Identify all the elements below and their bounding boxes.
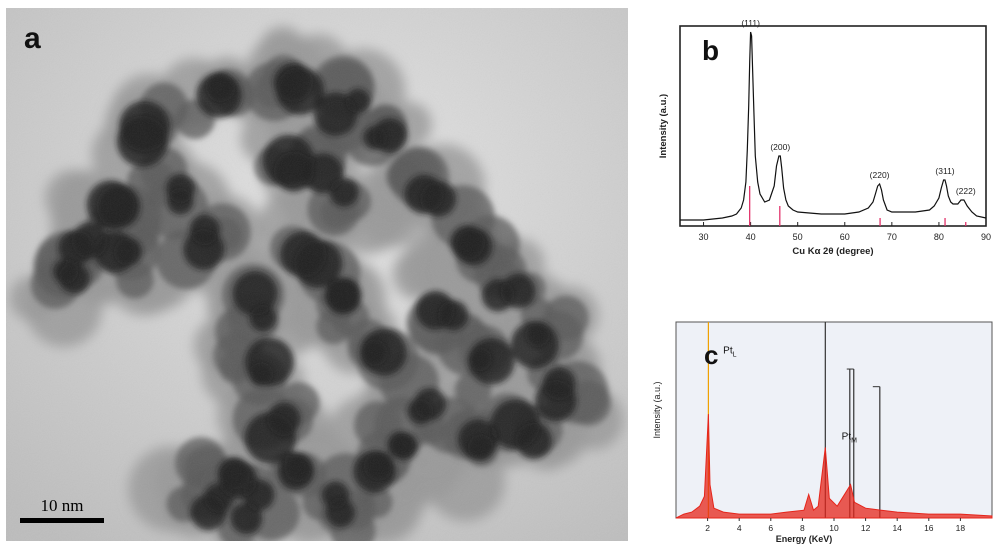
edx-spectrum (675, 414, 993, 519)
xrd-x-tick-label: 60 (840, 232, 850, 242)
edx-y-axis-label: Intensity (a.u.) (652, 381, 662, 438)
xrd-x-tick-label: 50 (793, 232, 803, 242)
edx-x-tick-label: 18 (956, 523, 966, 533)
xrd-chart: 30 40 50 60 70 80 90 (111) (200) (220) (311)(222) b… (658, 18, 991, 257)
xrd-x-tick-label: 70 (887, 232, 897, 242)
xrd-x-tick-label: 90 (981, 232, 991, 242)
scale-bar-line (20, 518, 104, 523)
edx-element-subscript: M (851, 438, 857, 445)
edx-x-tick-label: 2 (705, 523, 710, 533)
xrd-y-axis-label: Intensity (a.u.) (658, 94, 669, 158)
edx-x-tick-label: 6 (768, 523, 773, 533)
edx-x-axis-label: Energy (KeV) (776, 534, 833, 544)
edx-x-tick-label: 16 (924, 523, 934, 533)
xrd-peak-label: (222) (956, 186, 976, 196)
xrd-x-tick-label: 80 (934, 232, 944, 242)
edx-chart-panel: 2 4 6 8 10 12 14 16 18 PtL PtM c Energy (KeV) Intensi… (642, 300, 994, 544)
tem-image-panel: a 10 nm (6, 8, 628, 541)
xrd-peak-label: (220) (870, 170, 890, 180)
xrd-plot-frame (679, 25, 987, 227)
xrd-peak-label: (200) (770, 142, 790, 152)
panel-letter-c: c (704, 340, 718, 370)
panel-letter-b: b (702, 35, 719, 66)
xrd-peak-label: (311) (935, 166, 954, 176)
tem-micrograph (6, 8, 628, 541)
panel-letter-a: a (24, 22, 41, 55)
xrd-x-tick-label: 30 (699, 232, 709, 242)
edx-x-tick-label: 10 (829, 523, 839, 533)
xrd-chart-panel: 30 40 50 60 70 80 90 (111) (200) (220) (311) (222) b… (642, 6, 994, 270)
edx-x-tick-label: 14 (892, 523, 902, 533)
xrd-peak-label: (111) (741, 18, 760, 28)
scale-bar-label: 10 nm (40, 496, 84, 515)
scale-bar: 10 nm (20, 496, 104, 523)
xrd-x-tick-label: 40 (746, 232, 756, 242)
edx-x-tick-label: 8 (800, 523, 805, 533)
edx-element-subscript: L (733, 351, 737, 358)
xrd-x-axis-label: Cu Kα 2θ (degree) (792, 246, 873, 257)
edx-x-tick-label: 4 (737, 523, 742, 533)
edx-x-tick-label: 12 (861, 523, 871, 533)
edx-plot-frame (675, 321, 993, 519)
xrd-trace (680, 31, 987, 221)
